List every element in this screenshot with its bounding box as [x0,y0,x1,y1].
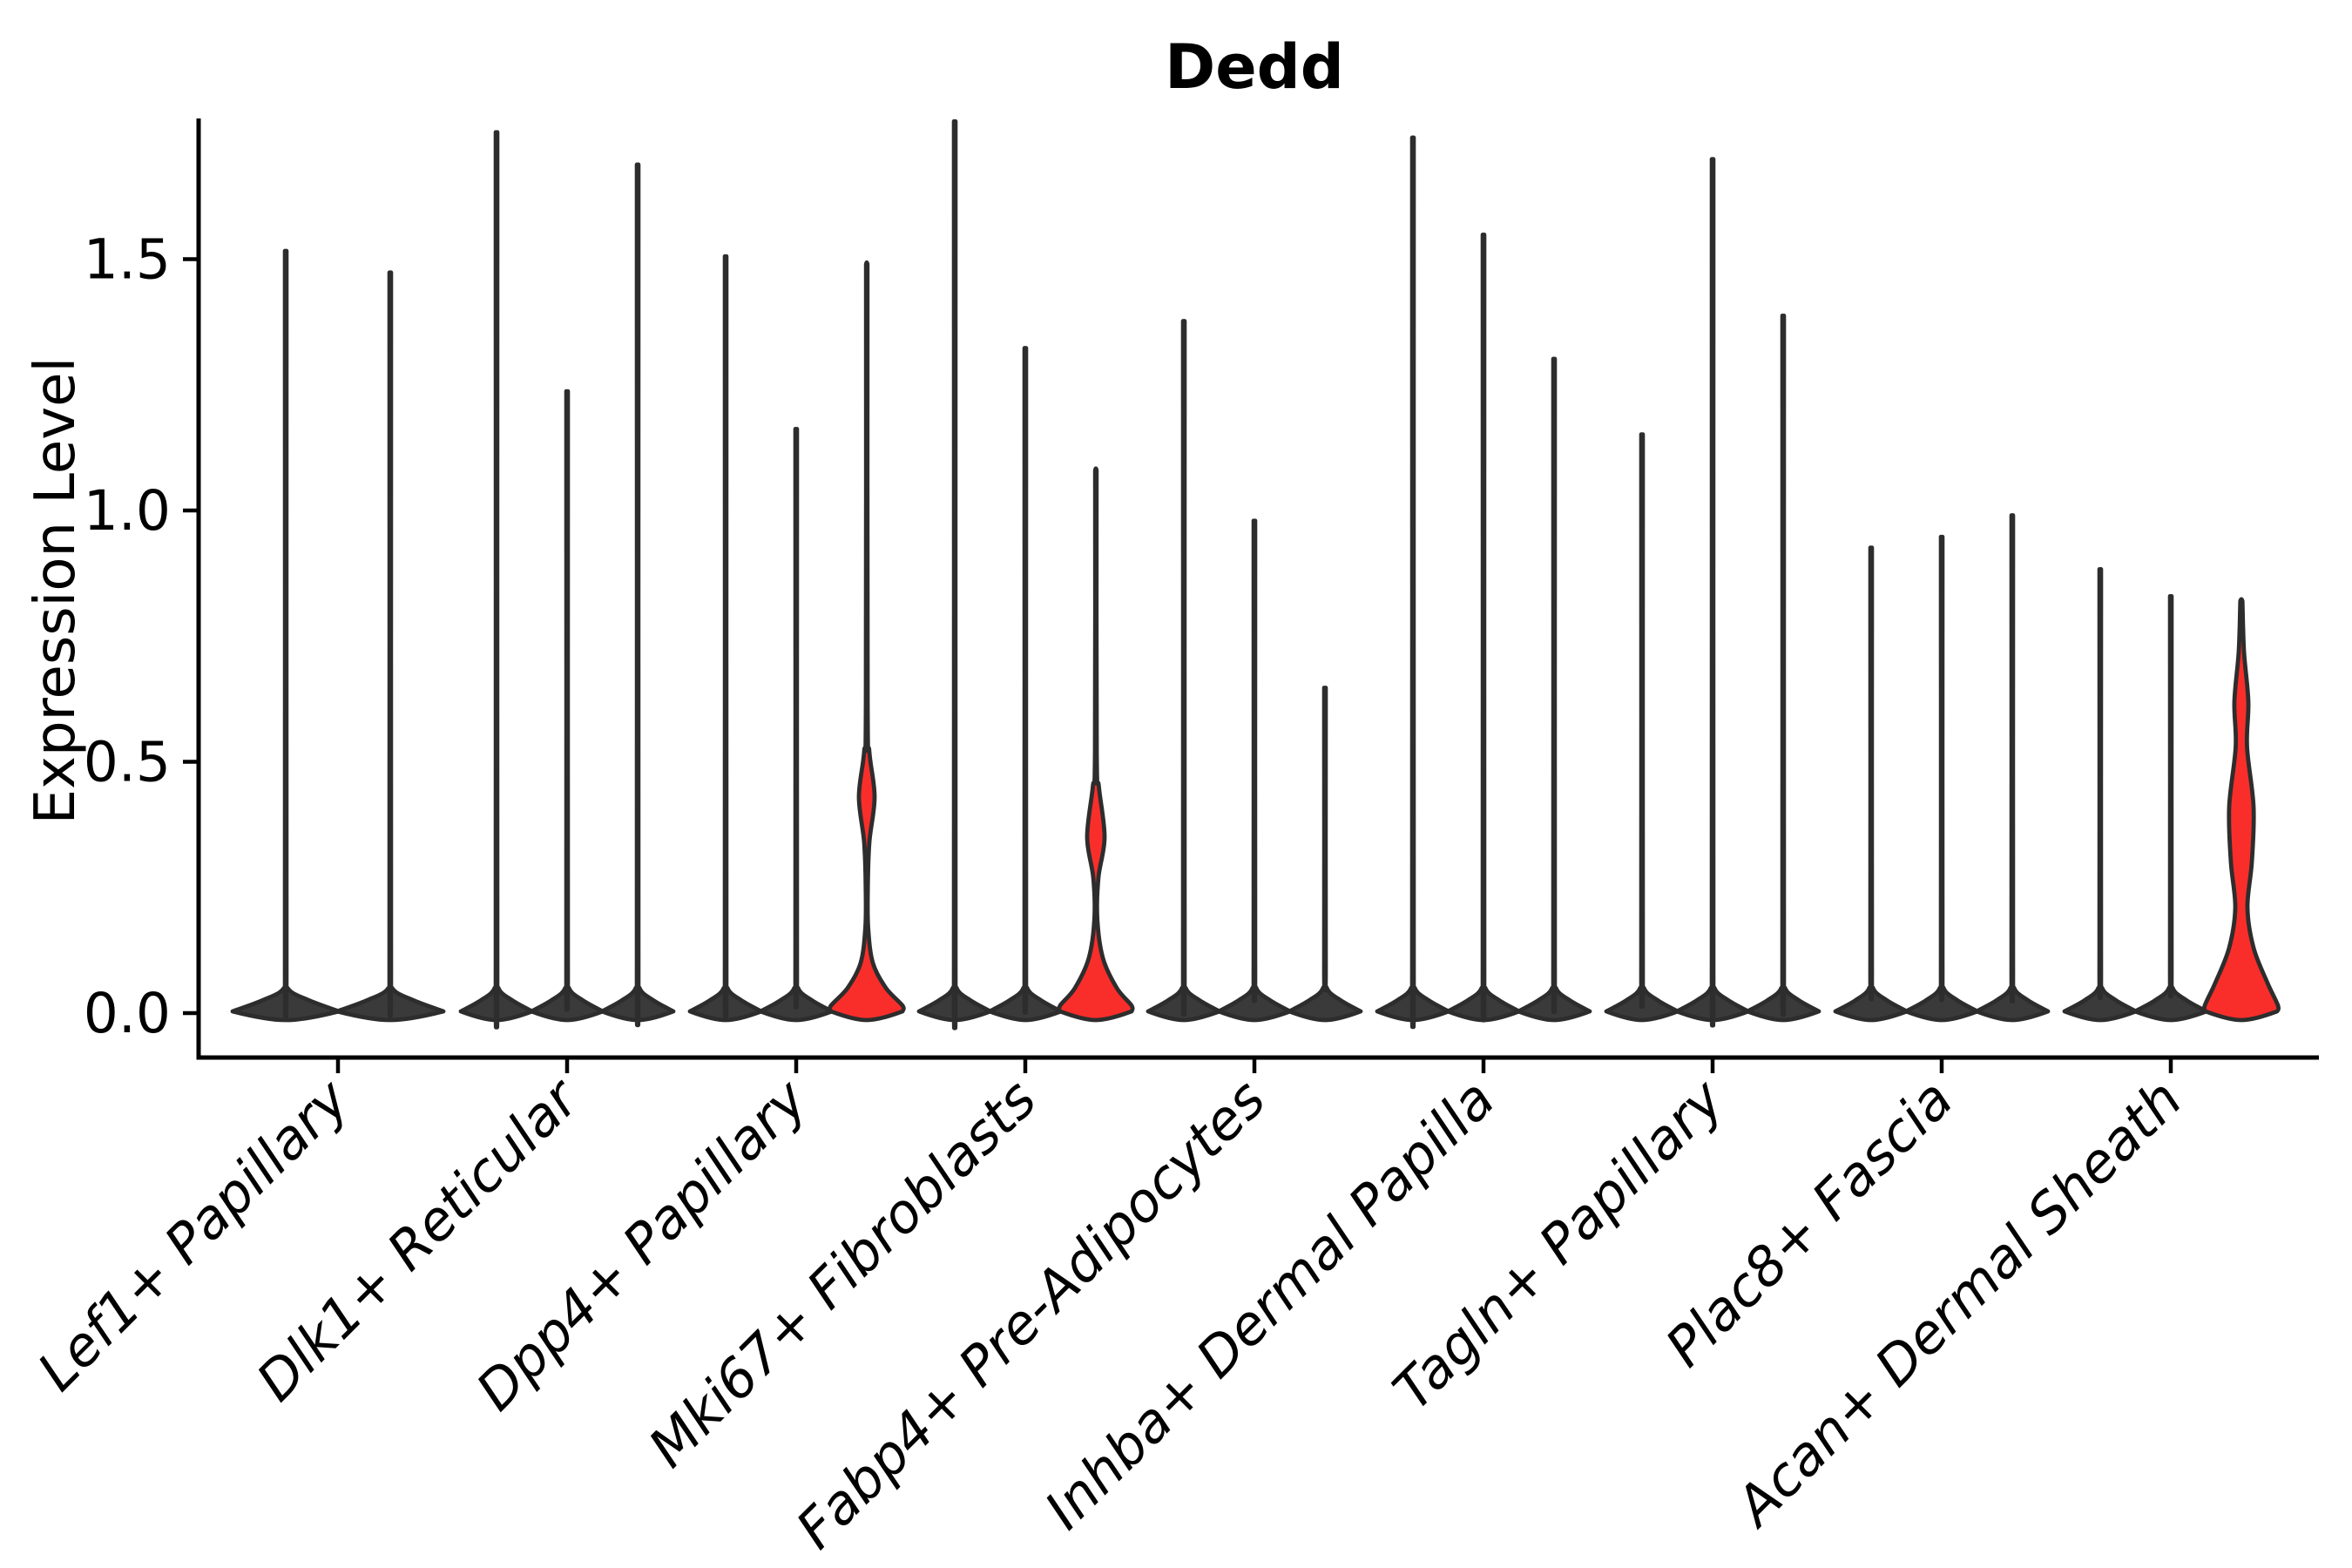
violin-5-2 [1216,518,1293,1023]
violin-data-point [2168,935,2173,941]
violin-data-point [2098,639,2103,644]
violin-data-point [1939,693,1944,700]
x-tick-label: Fabp4+ Pre-Adipocytes [784,1067,1278,1561]
violin-1-2 [335,270,446,1023]
chart-title: Dedd [1165,31,1344,103]
violin-4-2 [987,346,1064,1023]
y-tick-label: 1.0 [84,479,171,543]
violin-data-point [1869,849,1874,855]
violin-3-3 [828,260,906,1023]
violin-2-3 [599,162,676,1028]
violin-data-point [2098,900,2103,905]
violin-9-2 [2132,594,2209,1023]
y-axis-label: Expression Level [24,357,88,825]
violin-2-1 [458,130,535,1030]
violin-6-2 [1445,233,1522,1023]
violin-data-point [1939,875,1944,880]
violin-2-2 [529,389,605,1023]
violin-9-1 [2062,567,2139,1023]
violins-layer [230,119,2281,1031]
y-tick-labels: 0.0 0.5 1.0 1.5 [84,228,171,1046]
violin-data-point [2010,729,2015,734]
violin-6-3 [1516,356,1592,1023]
violin-data-point [2010,860,2015,865]
violin-7-2 [1674,157,1751,1028]
x-tick-label: Inhba+ Dermal Papilla [1032,1067,1506,1541]
violin-8-2 [1903,534,1980,1023]
axes-layer [183,118,2319,1073]
violin-data-point [2010,804,2015,810]
violin-5-1 [1146,319,1222,1023]
y-tick-label: 0.0 [84,982,171,1045]
violin-6-1 [1375,135,1451,1030]
violin-4-1 [916,119,993,1031]
violin-5-3 [1287,686,1363,1023]
violin-1-1 [230,248,341,1023]
violin-data-point [1869,784,1874,789]
violin-data-point [2168,679,2173,684]
violin-7-3 [1745,314,1821,1023]
violin-8-3 [1974,513,2051,1023]
violin-3-1 [687,253,764,1023]
violin-data-point [1939,835,1944,840]
y-tick-label: 0.5 [84,731,171,794]
violin-data-point [2098,749,2103,754]
violin-3-2 [758,427,835,1023]
violin-8-1 [1833,545,1909,1023]
violin-9-3 [2201,597,2281,1023]
x-tick-label: Acan+ Dermal Sheath [1721,1067,2194,1540]
violin-data-point [2098,835,2103,840]
violin-data-point [2168,869,2173,875]
violin-data-point [1939,759,1944,765]
violin-4-3 [1057,466,1135,1023]
violin-data-point [2168,809,2173,814]
x-tick-label: Mki67+ Fibroblasts [636,1067,1048,1479]
violin-7-1 [1604,432,1680,1023]
y-tick-label: 1.5 [84,228,171,292]
